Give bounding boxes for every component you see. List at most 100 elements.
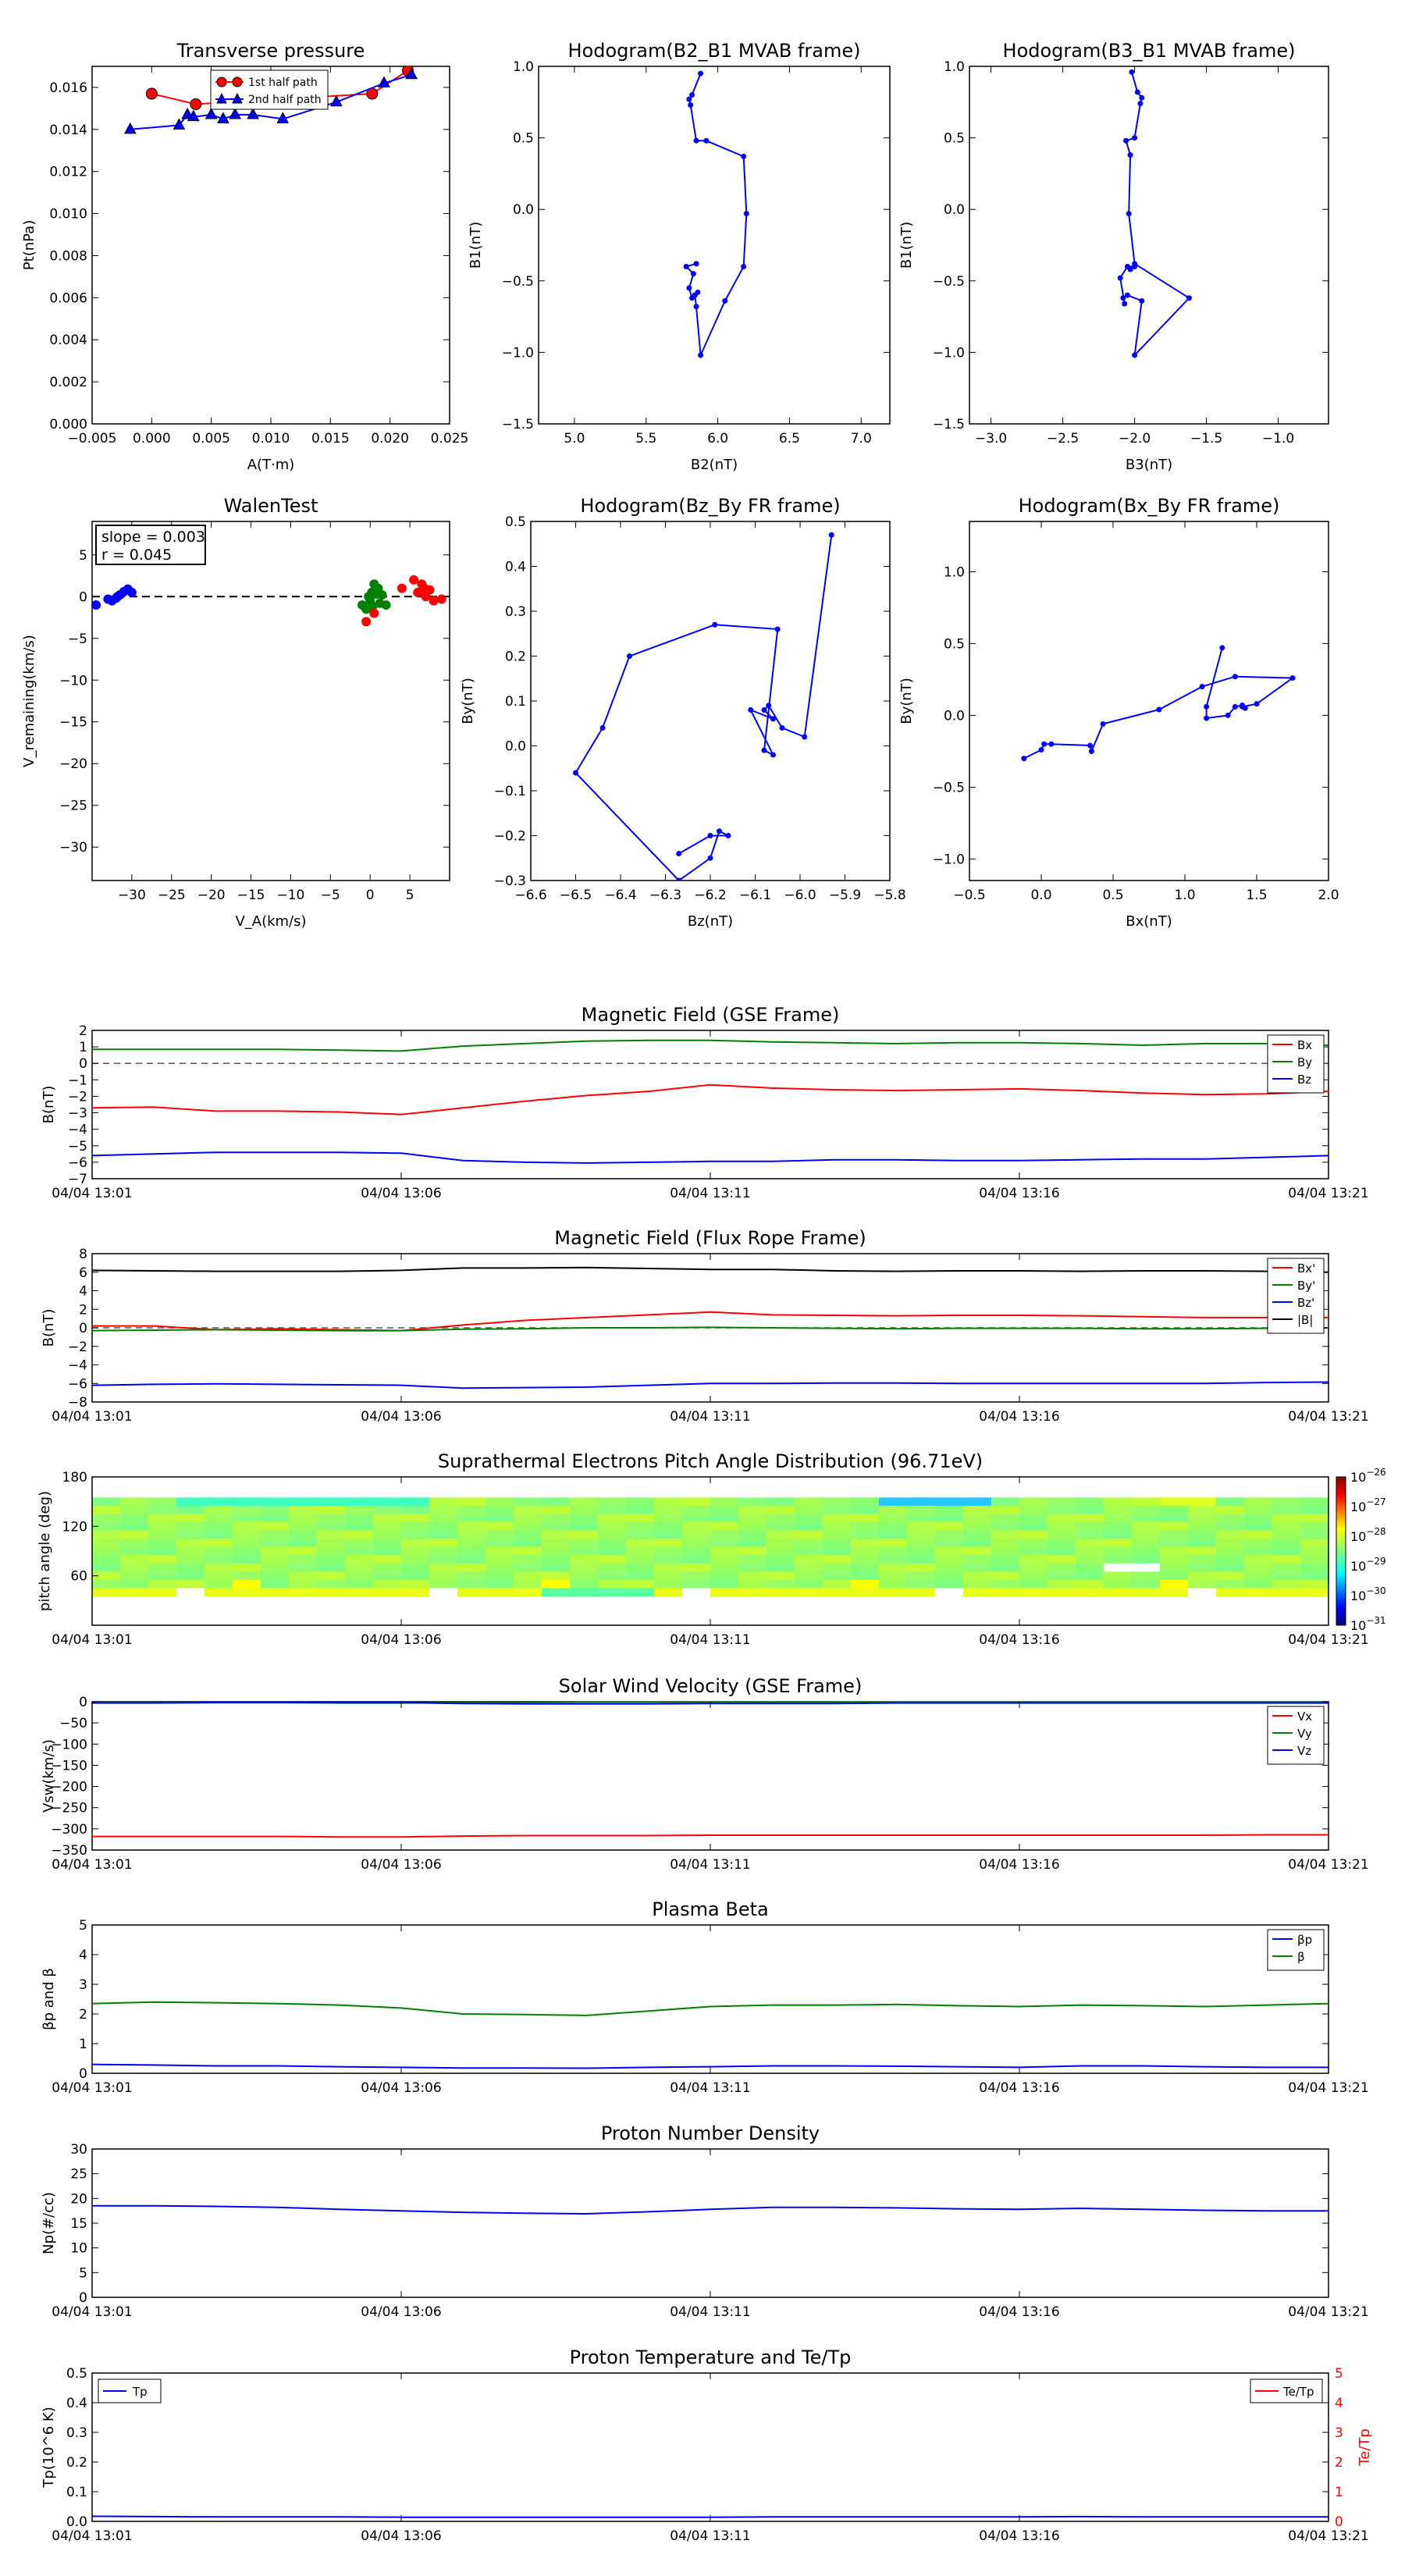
heatmap-cell <box>373 1563 402 1572</box>
data-point <box>741 153 747 159</box>
heatmap-cell <box>261 1546 290 1556</box>
chart-title: Magnetic Field (GSE Frame) <box>582 1004 840 1026</box>
heatmap-cell <box>1188 1588 1217 1597</box>
heatmap-cell <box>486 1514 514 1523</box>
heatmap-cell <box>738 1563 767 1572</box>
heatmap-cell <box>907 1579 936 1589</box>
y-tick-label: 0.010 <box>49 207 87 222</box>
heatmap-cell <box>233 1522 261 1532</box>
heatmap-cell <box>457 1505 486 1515</box>
heatmap-cell <box>514 1497 542 1507</box>
colorbar-tick-label: 10−29 <box>1350 1556 1386 1574</box>
heatmap-cell <box>1104 1563 1133 1572</box>
y-tick-label: −25 <box>59 799 87 814</box>
legend-label: β <box>1297 1950 1305 1964</box>
x-tick-label: −6.3 <box>649 888 681 903</box>
heatmap-cell <box>710 1555 739 1564</box>
heatmap-cell <box>626 1522 655 1532</box>
plot-area <box>1021 645 1296 762</box>
x-tick-label: 0.5 <box>1102 888 1123 903</box>
heatmap-cell <box>879 1514 908 1523</box>
heatmap-cell <box>429 1497 458 1507</box>
y-tick-label: −0.2 <box>494 829 526 845</box>
heatmap-cell <box>654 1588 683 1597</box>
x-axis-label: B2(nT) <box>691 457 738 473</box>
heatmap-cell <box>148 1539 177 1548</box>
heatmap-cell <box>205 1514 233 1523</box>
heatmap-cell <box>654 1514 683 1523</box>
heatmap-cell <box>317 1588 346 1597</box>
heatmap-cell <box>1160 1514 1189 1523</box>
y-tick-label: −1.0 <box>502 345 534 361</box>
legend-label: 2nd half path <box>248 94 322 106</box>
heatmap-cell <box>1216 1588 1245 1597</box>
data-point <box>419 583 429 593</box>
y-tick-label: −2 <box>68 1089 87 1105</box>
heatmap-cell <box>92 1563 121 1572</box>
data-point <box>770 716 776 722</box>
chart-mag_fr: Magnetic Field (Flux Rope Frame) −8 −6 −4 −2… <box>41 1227 1369 1425</box>
heatmap-cell <box>1216 1563 1245 1572</box>
heatmap-cell <box>429 1588 458 1597</box>
chart-title: Solar Wind Velocity (GSE Frame) <box>559 1675 863 1697</box>
heatmap-cell <box>710 1530 739 1539</box>
x-tick-label: −6.6 <box>514 888 546 903</box>
x-tick-label: −5 <box>321 888 340 903</box>
heatmap-cell <box>1048 1522 1076 1532</box>
heatmap-cell <box>935 1563 964 1572</box>
data-point <box>1199 684 1205 690</box>
x-tick-label: −6.2 <box>694 888 726 903</box>
heatmap-cell <box>1160 1555 1189 1564</box>
heatmap-cell <box>767 1563 795 1572</box>
data-point <box>761 707 767 713</box>
y-tick-label: −1.0 <box>933 345 965 361</box>
heatmap-cell <box>1216 1497 1245 1507</box>
y-tick-label: −1.0 <box>933 852 965 867</box>
data-point <box>361 617 372 627</box>
heatmap-cell <box>317 1571 346 1581</box>
heatmap-cell <box>176 1539 205 1548</box>
y-tick-label: 0.3 <box>505 604 526 620</box>
heatmap-cell <box>1132 1497 1161 1507</box>
heatmap-cell <box>457 1514 486 1523</box>
heatmap-cell <box>963 1579 992 1589</box>
heatmap-cell <box>486 1588 514 1597</box>
data-point <box>743 211 749 217</box>
heatmap-cell <box>176 1588 205 1597</box>
heatmap-cell <box>486 1497 514 1507</box>
heatmap-cell <box>429 1546 458 1556</box>
heatmap-cell <box>598 1514 627 1523</box>
x-tick-label: −5.8 <box>873 888 905 903</box>
data-point <box>1139 297 1145 304</box>
heatmap-cell <box>373 1530 402 1539</box>
heatmap-cell <box>1244 1579 1273 1589</box>
heatmap-cell <box>1132 1571 1161 1581</box>
heatmap-cell <box>205 1555 233 1564</box>
heatmap-cell <box>1272 1530 1301 1539</box>
heatmap-cell <box>542 1522 571 1532</box>
plot-frame <box>91 2148 1329 2298</box>
heatmap-cell <box>991 1505 1020 1515</box>
data-point <box>364 592 374 602</box>
legend-label: Tp <box>132 2385 148 2399</box>
heatmap-cell <box>1048 1514 1076 1523</box>
heatmap-cell <box>1272 1546 1301 1556</box>
data-point <box>112 592 123 602</box>
heatmap-cell <box>176 1505 205 1515</box>
heatmap-cell <box>261 1571 290 1581</box>
legend-marker <box>232 76 243 87</box>
heatmap-cell <box>570 1514 599 1523</box>
y-tick-label: 0 <box>79 589 87 605</box>
data-point <box>1139 94 1145 101</box>
heatmap-cell <box>1216 1505 1245 1515</box>
heatmap-cell <box>1019 1588 1048 1597</box>
heatmap-cell <box>317 1505 346 1515</box>
heatmap-cell <box>120 1539 149 1548</box>
x-tick-label: −6.4 <box>604 888 636 903</box>
x-tick-label: 04/04 13:01 <box>52 2304 132 2320</box>
colorbar-tick-label: 10−28 <box>1350 1526 1386 1544</box>
heatmap-cell <box>851 1522 880 1532</box>
heatmap-cell <box>823 1530 852 1539</box>
y-tick-label: 0.2 <box>505 649 526 665</box>
data-point <box>707 833 713 838</box>
